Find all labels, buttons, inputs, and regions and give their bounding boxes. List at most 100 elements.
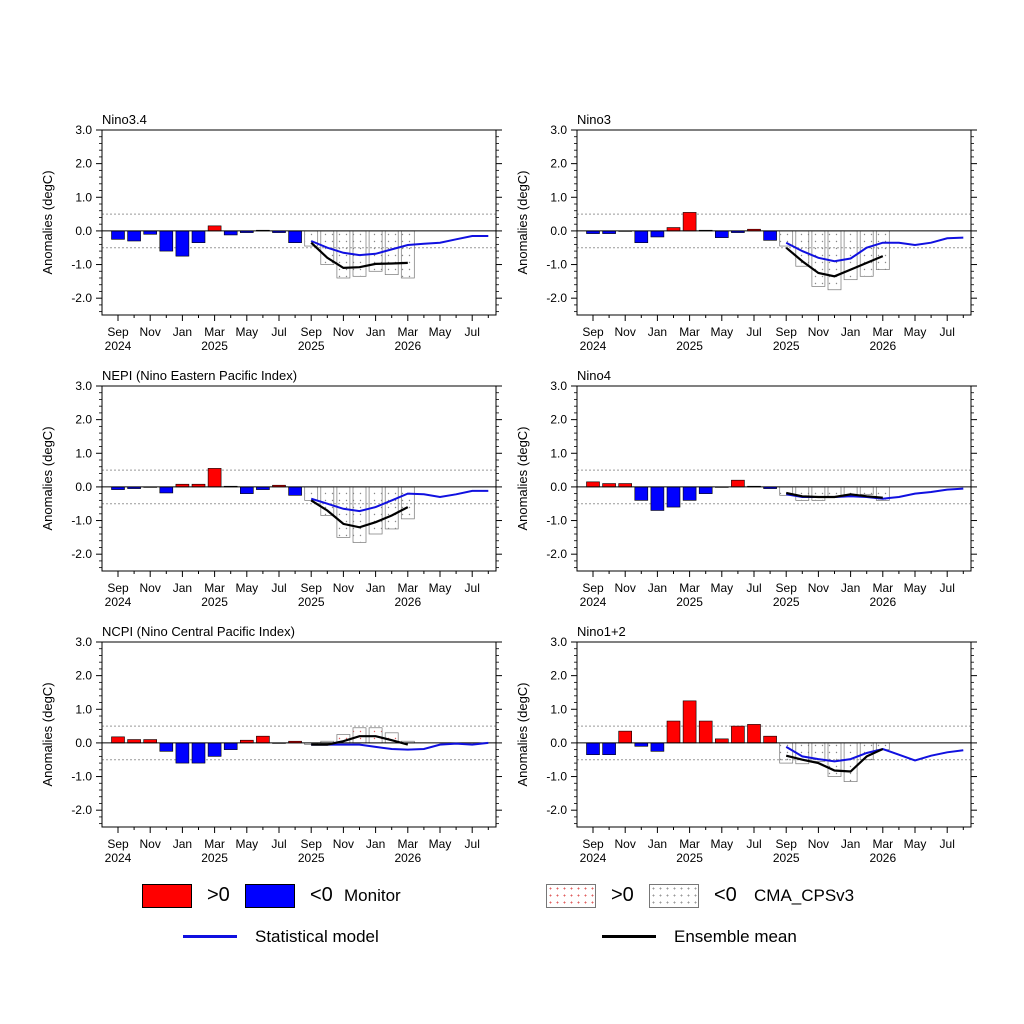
x-tick-label: May <box>429 325 452 339</box>
x-tick-label: Jan <box>366 325 385 339</box>
x-tick-label: Nov <box>140 581 161 595</box>
x-tick-label: Sep <box>301 325 323 339</box>
x-tick-label: May <box>235 581 258 595</box>
ensemble-mean-line <box>310 499 409 529</box>
x-tick-year: 2025 <box>676 339 703 353</box>
y-axis-label: Anomalies (degC) <box>515 170 530 274</box>
x-tick-year: 2026 <box>869 595 896 609</box>
ensemble-mean-line <box>785 491 883 499</box>
chart-panel-3: NEPI (Nino Eastern Pacific Index) Anomali… <box>40 368 502 609</box>
y-tick-label: 1.0 <box>550 446 567 460</box>
monitor-bar <box>666 720 681 744</box>
x-tick-label: Sep <box>301 837 323 851</box>
panel-title: Nino3.4 <box>102 112 147 127</box>
x-tick-label: Nov <box>333 325 354 339</box>
x-tick-label: Jan <box>648 581 667 595</box>
x-tick-year: 2026 <box>394 595 421 609</box>
y-tick-label: 2.0 <box>550 669 567 683</box>
y-tick-label: -2.0 <box>71 547 92 561</box>
y-axis-label: Anomalies (degC) <box>515 426 530 530</box>
statistical-model-line <box>310 489 489 513</box>
x-tick-label: Jul <box>940 325 955 339</box>
x-tick-label: Sep <box>582 325 604 339</box>
y-axis-label: Anomalies (degC) <box>40 426 55 530</box>
x-tick-label: Mar <box>397 581 418 595</box>
x-tick-label: May <box>429 837 452 851</box>
panel-title: Nino1+2 <box>577 624 626 639</box>
x-tick-year: 2024 <box>580 851 607 865</box>
panel-frame <box>576 641 972 828</box>
x-tick-year: 2025 <box>298 339 325 353</box>
monitor-bar <box>586 742 600 755</box>
y-tick-label: 3.0 <box>550 635 567 649</box>
monitor-bar <box>602 742 616 755</box>
monitor-bar <box>191 230 206 243</box>
monitor-bar <box>111 230 125 240</box>
forecast-bar <box>400 486 415 520</box>
x-tick-label: Jan <box>366 581 385 595</box>
y-tick-label: -2.0 <box>546 291 567 305</box>
monitor-bar <box>731 725 745 744</box>
monitor-bar <box>682 212 697 232</box>
monitor-bar <box>143 230 157 235</box>
x-tick-label: May <box>904 325 927 339</box>
legend-model-pos: >0 <box>611 884 634 906</box>
x-tick-year: 2025 <box>773 851 800 865</box>
x-tick-label: Sep <box>301 581 323 595</box>
y-tick-label: -1.0 <box>71 514 92 528</box>
x-tick-label: May <box>235 325 258 339</box>
x-tick-label: Sep <box>776 325 798 339</box>
x-tick-label: Mar <box>679 581 700 595</box>
x-tick-label: Jan <box>841 581 860 595</box>
x-tick-label: Mar <box>872 581 893 595</box>
monitor-bar <box>747 724 761 744</box>
x-tick-label: Jul <box>465 325 480 339</box>
x-tick-year: 2024 <box>105 595 132 609</box>
x-tick-label: Mar <box>204 325 225 339</box>
x-tick-label: May <box>904 837 927 851</box>
x-tick-label: Nov <box>808 837 829 851</box>
x-tick-label: Jan <box>648 837 667 851</box>
monitor-bar <box>159 486 174 494</box>
x-tick-label: May <box>710 837 733 851</box>
monitor-bar <box>223 230 238 236</box>
monitor-bar <box>763 230 777 241</box>
x-tick-label: Jan <box>173 581 192 595</box>
y-tick-label: 1.0 <box>75 702 92 716</box>
y-tick-label: 0.0 <box>550 224 567 238</box>
y-tick-label: 3.0 <box>75 123 92 137</box>
monitor-bar <box>650 742 665 752</box>
forecast-bar <box>384 230 399 275</box>
x-tick-label: Jan <box>841 837 860 851</box>
x-tick-label: Sep <box>107 837 129 851</box>
x-tick-year: 2024 <box>105 851 132 865</box>
monitor-bar <box>586 481 600 488</box>
forecast-bar <box>795 486 810 501</box>
y-tick-label: 3.0 <box>75 379 92 393</box>
x-tick-label: Jul <box>940 581 955 595</box>
y-tick-label: -2.0 <box>546 803 567 817</box>
monitor-bar <box>634 742 649 747</box>
y-tick-label: 3.0 <box>75 635 92 649</box>
ensemble-mean-line <box>785 246 884 278</box>
forecast-bar <box>368 486 383 535</box>
monitor-bar <box>714 738 729 744</box>
x-tick-label: Jul <box>271 581 286 595</box>
x-tick-label: Jan <box>173 325 192 339</box>
forecast-bar <box>859 486 874 495</box>
monitor-bar <box>650 230 665 238</box>
ensemble-mean-line <box>785 748 884 773</box>
forecast-bar <box>859 230 874 277</box>
y-tick-label: 1.0 <box>75 446 92 460</box>
legend-line-ensemble <box>602 935 656 938</box>
x-tick-year: 2025 <box>676 851 703 865</box>
monitor-bar <box>602 483 616 488</box>
x-tick-label: Nov <box>333 837 354 851</box>
monitor-bar <box>618 483 633 488</box>
y-tick-label: 2.0 <box>75 669 92 683</box>
y-tick-label: -2.0 <box>71 803 92 817</box>
x-tick-label: Jul <box>746 837 761 851</box>
panel-title: NCPI (Nino Central Pacific Index) <box>102 624 295 639</box>
forecast-bar <box>843 742 858 782</box>
monitor-bar <box>666 486 681 508</box>
